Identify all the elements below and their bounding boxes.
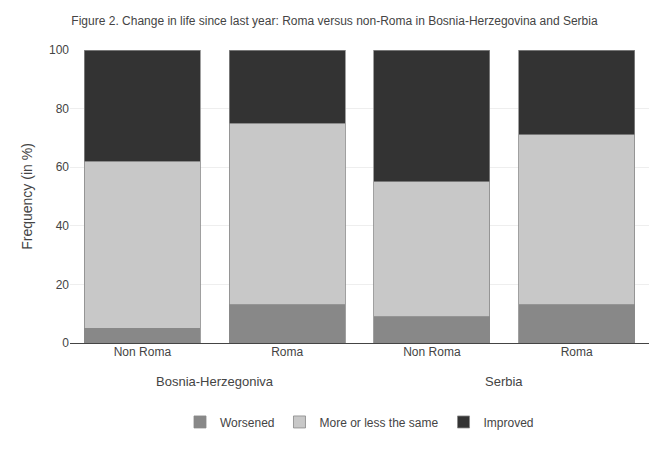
svg-text:Non Roma: Non Roma [403,345,461,359]
svg-text:More or less the same: More or less the same [319,416,438,430]
svg-text:40: 40 [56,219,70,233]
svg-text:Bosnia-Herzegoniva: Bosnia-Herzegoniva [156,374,274,389]
svg-text:Frequency (in %): Frequency (in %) [19,143,35,250]
svg-text:Improved: Improved [484,416,534,430]
svg-text:Figure 2. Change in life since: Figure 2. Change in life since last year… [71,14,598,28]
svg-text:Non Roma: Non Roma [114,345,172,359]
svg-text:20: 20 [56,278,70,292]
svg-text:80: 80 [56,102,70,116]
svg-text:Roma: Roma [271,345,303,359]
svg-text:0: 0 [62,336,69,350]
svg-text:Serbia: Serbia [485,374,523,389]
svg-text:Worsened: Worsened [220,416,274,430]
svg-text:60: 60 [56,160,70,174]
svg-text:Roma: Roma [561,345,593,359]
svg-text:100: 100 [49,43,69,57]
